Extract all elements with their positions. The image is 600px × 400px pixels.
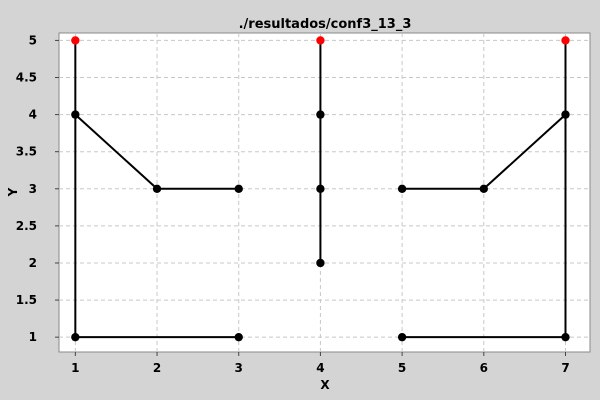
y-tick-label: 1 xyxy=(29,330,37,344)
y-tick-label: 4 xyxy=(29,108,37,122)
data-point xyxy=(479,184,488,193)
data-point xyxy=(316,184,325,193)
data-point xyxy=(71,110,80,119)
data-point xyxy=(316,258,325,268)
axis-ticks: 1 2 3 4 5 6 7 1 1.5 2 2.5 3 3.5 4 4.5 5 xyxy=(16,33,570,375)
path-segment xyxy=(483,113,567,190)
chart-title: ./resultados/conf3_13_3 xyxy=(239,17,412,32)
data-point xyxy=(561,110,570,119)
x-tick-label: 1 xyxy=(71,361,79,375)
x-tick-label: 3 xyxy=(235,361,243,375)
plot-area xyxy=(58,32,591,353)
data-point xyxy=(71,332,80,342)
data-point xyxy=(561,332,570,342)
data-point xyxy=(397,184,407,193)
y-tick-label: 3 xyxy=(29,182,37,196)
x-tick-label: 4 xyxy=(316,361,324,375)
data-point xyxy=(316,110,325,119)
data-point xyxy=(234,184,243,193)
y-tick-label: 2 xyxy=(29,256,37,270)
data-point xyxy=(397,332,407,342)
end-point xyxy=(71,36,80,45)
y-tick-label: 3.5 xyxy=(16,145,37,159)
data-point xyxy=(234,332,243,342)
data-points xyxy=(71,36,570,342)
path-segment xyxy=(74,113,158,190)
x-tick-label: 5 xyxy=(398,361,406,375)
x-tick-label: 6 xyxy=(480,361,488,375)
y-axis-label: Y xyxy=(6,187,20,197)
y-tick-label: 5 xyxy=(29,33,37,47)
y-tick-label: 4.5 xyxy=(16,71,37,85)
end-point xyxy=(316,36,325,45)
data-point xyxy=(152,184,162,193)
end-point xyxy=(561,36,570,45)
x-axis-label: X xyxy=(320,378,330,392)
y-tick-label: 1.5 xyxy=(16,293,37,307)
x-tick-label: 2 xyxy=(153,361,161,375)
path-segments xyxy=(74,40,567,339)
x-tick-label: 7 xyxy=(561,361,569,375)
y-tick-label: 2.5 xyxy=(16,219,37,233)
